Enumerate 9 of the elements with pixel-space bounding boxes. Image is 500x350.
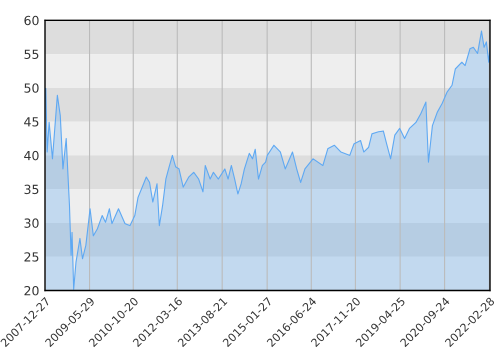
y-tick-label: 25 bbox=[24, 252, 38, 262]
y-tick-label: 55 bbox=[24, 50, 38, 59]
y-tick-label: 45 bbox=[24, 117, 38, 127]
y-tick-label: 60 bbox=[24, 16, 39, 26]
y-tick-label: 35 bbox=[24, 184, 38, 194]
y-tick-label: 50 bbox=[24, 83, 39, 93]
y-tick-label: 20 bbox=[24, 286, 39, 296]
y-tick-label: 30 bbox=[24, 218, 39, 228]
y-tick-label: 40 bbox=[24, 150, 39, 160]
